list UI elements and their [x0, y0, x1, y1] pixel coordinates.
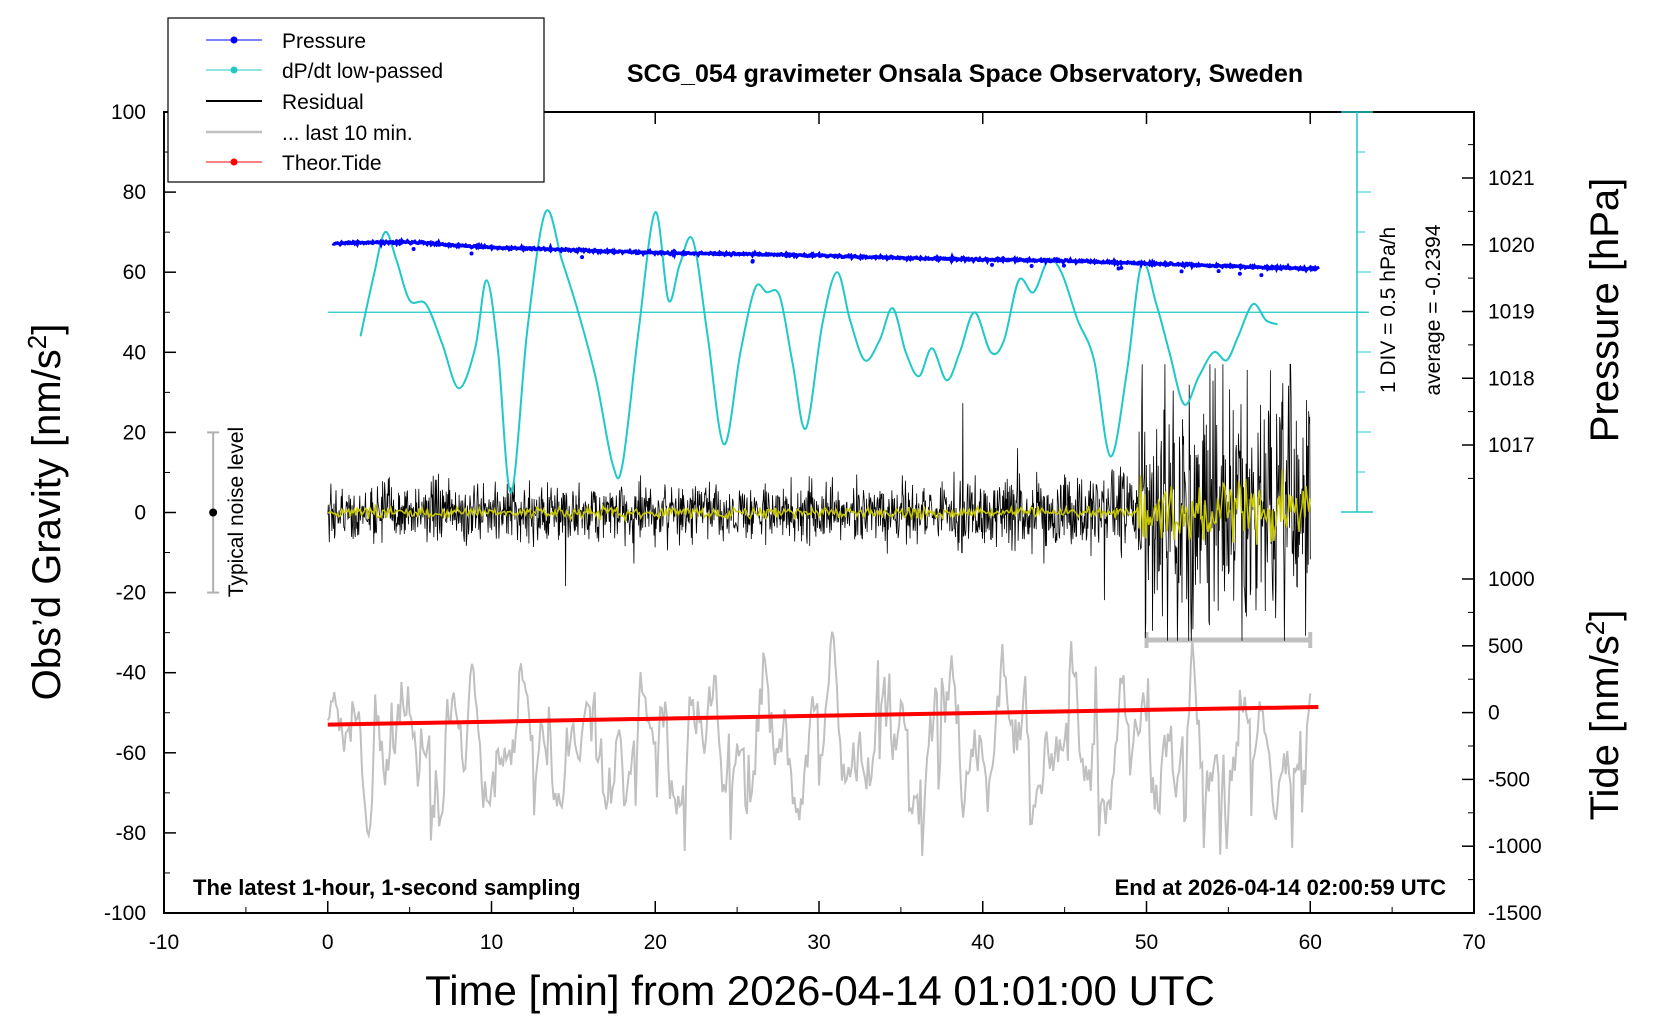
pressure-tick-label: 1021: [1488, 167, 1535, 190]
pressure-outlier-point: [1259, 273, 1264, 278]
y-tick-label: -40: [116, 662, 146, 685]
scale-average-label: average = -0.2394: [1422, 224, 1445, 395]
y-tick-label: 60: [123, 261, 146, 284]
dpdt-series: [327, 209, 1369, 494]
filtered-residual-series: [327, 469, 1312, 545]
legend-label-tide: Theor.Tide: [282, 152, 382, 175]
x-axis-label: Time [min] from 2026-04-14 01:01:00 UTC: [425, 967, 1215, 1014]
tide-tick-label: 500: [1488, 635, 1523, 658]
pressure-outlier-point: [1179, 269, 1184, 274]
pressure-axis-label: Pressure [hPa]: [1583, 178, 1627, 443]
noise-level-label: Typical noise level: [225, 427, 248, 597]
y-axis-ticks: 100 80 60 40 20 0 -20 -40 -60 -80 -100: [104, 101, 176, 925]
y-tick-label: -100: [104, 902, 146, 925]
y-tick-label: -60: [116, 742, 146, 765]
x-tick-label: 50: [1135, 931, 1158, 954]
tide-tick-label: -1500: [1488, 902, 1542, 925]
legend-label-dpdt: dP/dt low-passed: [282, 60, 443, 83]
legend-item-pressure: Pressure: [206, 30, 366, 53]
y-tick-label: 20: [123, 421, 146, 444]
legend-label-pressure: Pressure: [282, 30, 366, 53]
legend-item-tide: Theor.Tide: [206, 152, 382, 175]
pressure-outlier-point: [1029, 264, 1034, 269]
x-tick-label: 10: [480, 931, 503, 954]
pressure-outlier-point: [1237, 271, 1242, 276]
y-tick-label: 100: [111, 101, 146, 124]
pressure-outlier-point: [1061, 263, 1066, 268]
y-tick-label: 0: [134, 502, 146, 525]
legend-marker-pressure: [230, 36, 238, 44]
x-tick-label: 20: [644, 931, 667, 954]
legend-item-dpdt: dP/dt low-passed: [206, 60, 443, 83]
pressure-outlier-point: [990, 262, 995, 267]
pressure-outlier-point: [1216, 269, 1221, 274]
x-tick-label: 60: [1299, 931, 1322, 954]
tide-tick-label: 1000: [1488, 568, 1535, 591]
pressure-outlier-point: [411, 246, 416, 251]
legend-label-residual: Residual: [282, 91, 364, 114]
y-tick-label: 40: [123, 341, 146, 364]
x-tick-label: 30: [807, 931, 830, 954]
legend-item-last10: ... last 10 min.: [206, 122, 413, 145]
last10-line: [326, 631, 1312, 856]
legend-item-residual: Residual: [206, 91, 364, 114]
pressure-axis-ticks: 1021 1020 1019 1018 1017: [1462, 144, 1535, 479]
pressure-outlier-point: [580, 255, 585, 260]
tide-line: [327, 705, 1319, 727]
residual-line: [327, 363, 1311, 641]
noise-bar-center: [209, 508, 218, 517]
y-tick-label: -80: [116, 822, 146, 845]
pressure-outlier-point: [750, 259, 755, 264]
pressure-tick-label: 1019: [1488, 301, 1535, 324]
last-10-min-range-bar: [1144, 632, 1313, 648]
last-10-min-series: [326, 631, 1312, 856]
pressure-tick-label: 1018: [1488, 367, 1535, 390]
x-axis-ticks: -10 0 10 20 30 40 50 60 70: [149, 112, 1486, 954]
y-tick-label: 80: [123, 181, 146, 204]
pressure-series: [331, 236, 1320, 278]
x-tick-label: 70: [1462, 931, 1485, 954]
chart-title: SCG_054 gravimeter Onsala Space Observat…: [627, 60, 1303, 88]
x-tick-label: 40: [971, 931, 994, 954]
residual-series: [327, 363, 1311, 641]
dpdt-scale-bar: [1341, 111, 1373, 513]
tide-axis-label: Tide [nm/s2]: [1580, 610, 1627, 821]
noise-level-bar: [207, 431, 220, 594]
tide-axis-ticks: 1000 500 0 -500 -1000 -1500: [1462, 568, 1542, 925]
legend-marker-tide: [230, 158, 238, 166]
y-axis-label: Obs’d Gravity [nm/s2]: [22, 324, 69, 701]
y-tick-label: -20: [116, 582, 146, 605]
legend: Pressure dP/dt low-passed Residual ... l…: [167, 17, 545, 183]
end-time-note: End at 2026-04-14 02:00:59 UTC: [1115, 875, 1446, 900]
sampling-note: The latest 1-hour, 1-second sampling: [193, 875, 581, 900]
pressure-tick-label: 1017: [1488, 434, 1535, 457]
x-tick-label: -10: [149, 931, 179, 954]
pressure-tick-label: 1020: [1488, 234, 1535, 257]
theoretical-tide-series: [327, 705, 1319, 727]
tide-tick-label: -1000: [1488, 835, 1542, 858]
x-tick-label: 0: [322, 931, 334, 954]
legend-marker-dpdt: [230, 66, 238, 74]
legend-label-last10: ... last 10 min.: [282, 122, 413, 145]
pressure-outlier-point: [1116, 266, 1121, 271]
tide-tick-label: -500: [1488, 768, 1530, 791]
filtered-residual-line: [327, 469, 1312, 545]
pressure-outlier-point: [469, 251, 474, 256]
scale-div-label: 1 DIV = 0.5 hPa/h: [1377, 227, 1400, 393]
dpdt-line: [359, 209, 1278, 494]
tide-tick-label: 0: [1488, 702, 1500, 725]
pressure-line: [331, 236, 1320, 274]
